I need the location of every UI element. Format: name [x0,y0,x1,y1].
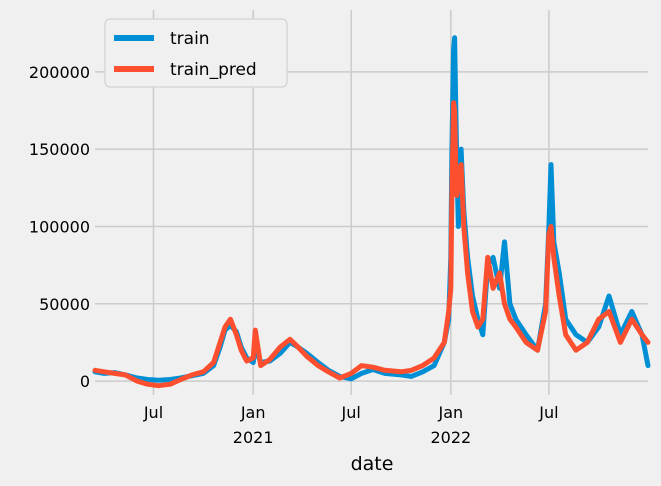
x-tick-sublabel-3: 2022 [430,428,471,447]
x-tick-label-4: Jul [538,403,558,422]
x-tick-label-1: Jan [240,403,266,422]
x-tick-sublabel-1: 2021 [233,428,274,447]
x-tick-label-3: Jan [438,403,464,422]
x-axis-ticks: Jul Jan 2021 Jul Jan 2022 Jul [143,403,559,447]
series-layer [92,35,651,389]
x-tick-label-0: Jul [143,403,163,422]
x-axis-title: date [351,453,394,475]
legend-label-train: train [170,29,210,49]
y-tick-label-0: 0 [80,372,90,391]
series-line-train-pred [92,100,651,389]
y-axis-ticks: 0 50000 100000 150000 200000 [29,63,90,391]
y-tick-label-50000: 50000 [39,295,90,314]
legend: train train_pred [104,18,288,88]
x-tick-label-2: Jul [341,403,361,422]
y-tick-label-100000: 100000 [29,217,90,236]
y-tick-label-150000: 150000 [29,140,90,159]
y-tick-label-200000: 200000 [29,63,90,82]
legend-label-train-pred: train_pred [170,60,257,80]
